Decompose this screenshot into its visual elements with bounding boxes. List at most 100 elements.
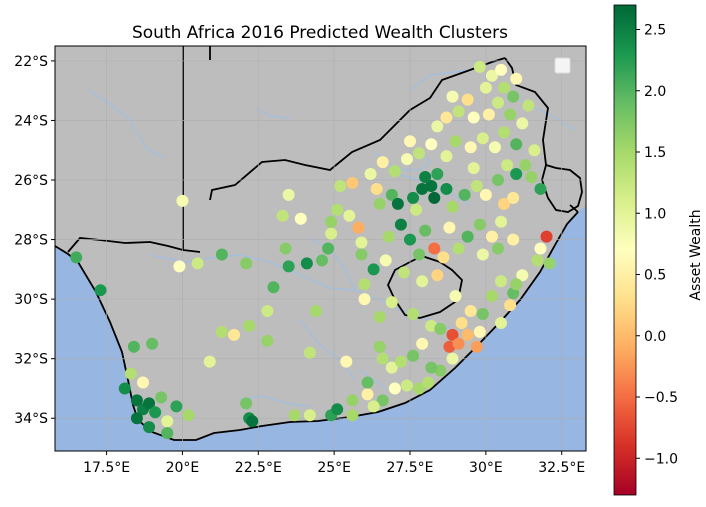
colorbar-tick-label: 2.5 <box>644 23 666 39</box>
cluster-point <box>367 400 380 413</box>
cluster-point <box>322 242 335 255</box>
cluster-point <box>331 403 344 416</box>
cluster-point <box>452 105 465 118</box>
cluster-point <box>240 397 253 410</box>
cluster-point <box>488 141 501 154</box>
cluster-point <box>479 81 492 94</box>
cluster-point <box>498 126 511 139</box>
cluster-point <box>267 281 280 294</box>
cluster-point <box>400 153 413 166</box>
cluster-point <box>394 355 407 368</box>
cluster-point <box>416 275 429 288</box>
colorbar-tick-label: 2.0 <box>644 84 666 100</box>
cluster-point <box>352 221 365 234</box>
cluster-point <box>303 409 316 422</box>
cluster-point <box>400 379 413 392</box>
cluster-point <box>404 135 417 148</box>
cluster-point <box>467 111 480 124</box>
cluster-point <box>173 260 186 273</box>
cluster-point <box>507 90 520 103</box>
cluster-point <box>516 269 529 282</box>
cluster-point <box>522 99 535 112</box>
cluster-point <box>461 328 474 341</box>
cluster-point <box>300 257 313 270</box>
colorbar-gradient <box>613 4 637 496</box>
cluster-point <box>470 340 483 353</box>
cluster-point <box>449 135 462 148</box>
cluster-point <box>510 278 523 291</box>
cluster-point <box>316 254 329 267</box>
y-axis-ticks: 22°S 24°S 26°S 28°S 30°S 32°S 34°S <box>14 54 55 427</box>
cluster-point <box>334 179 347 192</box>
cluster-point <box>534 182 547 195</box>
cluster-point <box>498 81 511 94</box>
cluster-point <box>425 138 438 151</box>
cluster-point <box>501 159 514 172</box>
cluster-point <box>425 361 438 374</box>
cluster-point <box>473 60 486 73</box>
cluster-point <box>404 233 417 246</box>
cluster-point <box>413 382 426 395</box>
cluster-point <box>519 159 532 172</box>
cluster-point <box>325 215 338 228</box>
cluster-point <box>407 349 420 362</box>
cluster-point <box>452 337 465 350</box>
cluster-point <box>143 397 156 410</box>
cluster-point <box>464 305 477 318</box>
x-tick-label: 22.5°E <box>235 460 282 476</box>
cluster-point <box>531 254 544 267</box>
cluster-point <box>146 337 159 350</box>
cluster-point <box>431 168 444 181</box>
cluster-point <box>425 179 438 192</box>
cluster-point <box>476 132 489 145</box>
cluster-point <box>528 144 541 157</box>
cluster-point <box>434 322 447 335</box>
cluster-point <box>428 191 441 204</box>
cluster-point <box>476 248 489 261</box>
map-frame <box>54 45 587 452</box>
cluster-point <box>413 248 426 261</box>
y-tick-label: 24°S <box>14 113 48 129</box>
cluster-point <box>479 188 492 201</box>
cluster-point <box>361 388 374 401</box>
cluster-point <box>136 376 149 389</box>
cluster-point <box>170 400 183 413</box>
cluster-point <box>355 236 368 249</box>
legend-box <box>554 57 571 74</box>
cluster-point <box>492 96 505 109</box>
cluster-point <box>388 382 401 395</box>
cluster-point <box>303 346 316 359</box>
cluster-point <box>485 230 498 243</box>
cluster-point <box>346 394 359 407</box>
y-tick-label: 22°S <box>14 54 48 70</box>
cluster-point <box>382 230 395 243</box>
cluster-point <box>434 364 447 377</box>
cluster-point <box>407 308 420 321</box>
cluster-point <box>510 168 523 181</box>
cluster-point <box>495 215 508 228</box>
cluster-point <box>309 305 322 318</box>
cluster-point <box>288 409 301 422</box>
cluster-point <box>425 319 438 332</box>
cluster-point <box>161 427 174 440</box>
cluster-point <box>343 209 356 222</box>
cluster-point <box>118 382 131 395</box>
cluster-point <box>458 188 471 201</box>
cluster-point <box>161 415 174 428</box>
cluster-point <box>182 409 195 422</box>
cluster-point <box>370 182 383 195</box>
colorbar-ticks: −1.0 −0.5 0.0 0.5 1.0 1.5 2.0 2.5 <box>636 23 678 467</box>
cluster-point <box>279 242 292 255</box>
cluster-point <box>127 340 140 353</box>
cluster-point <box>504 299 517 312</box>
cluster-point <box>422 376 435 389</box>
cluster-point <box>540 230 553 243</box>
cluster-point <box>282 188 295 201</box>
cluster-point <box>507 191 520 204</box>
cluster-point <box>495 316 508 329</box>
cluster-point <box>449 290 462 303</box>
cluster-point <box>376 394 389 407</box>
cluster-point <box>492 242 505 255</box>
cluster-point <box>394 218 407 231</box>
